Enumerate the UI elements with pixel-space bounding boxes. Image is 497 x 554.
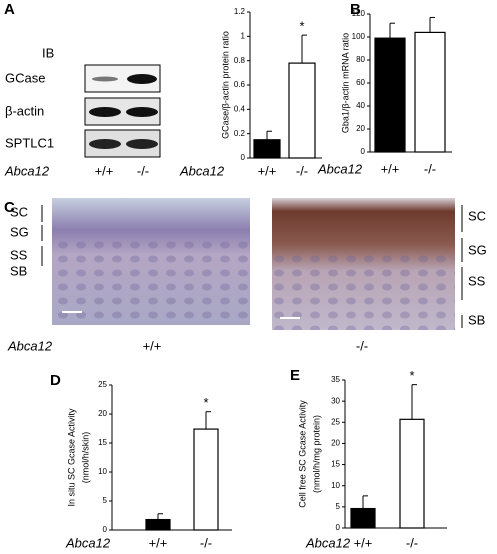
blot-row-label: GCase <box>5 70 45 85</box>
panel-label: D <box>50 372 61 389</box>
y-tick-label: 1.2 <box>234 7 246 16</box>
y-tick-label: 5 <box>103 496 108 505</box>
category-label: +/+ <box>95 163 114 178</box>
layer-label: SG <box>468 242 487 257</box>
bar <box>399 418 425 529</box>
y-tick-label: 0 <box>241 153 246 162</box>
category-label: +/+ <box>258 163 277 178</box>
y-axis-label: (nmol/h/mg protein) <box>311 415 321 493</box>
x-group-label: Abca12 <box>317 161 363 176</box>
y-axis-label: Cell free SC Gcase Activity <box>297 400 307 508</box>
y-tick-label: 15 <box>98 438 107 447</box>
x-group-label: Abca12 <box>305 535 351 550</box>
y-tick-label: 10 <box>331 481 340 490</box>
significance-mark: * <box>299 19 304 34</box>
blot-row-label: SPTLC1 <box>5 135 54 150</box>
y-tick-label: 0.8 <box>234 56 246 65</box>
y-tick-label: 0 <box>336 523 341 532</box>
category-label: -/- <box>356 338 368 353</box>
y-tick-label: 30 <box>331 396 340 405</box>
y-tick-label: 80 <box>356 55 365 64</box>
y-tick-label: 0.4 <box>234 104 246 113</box>
y-tick-label: 40 <box>356 101 365 110</box>
category-label: +/+ <box>354 535 373 550</box>
y-tick-label: 0.6 <box>234 80 246 89</box>
x-group-label: Abca12 <box>4 163 50 178</box>
blot-image <box>84 64 161 158</box>
panel-label: E <box>290 367 300 384</box>
bar <box>374 37 406 153</box>
y-tick-label: 20 <box>331 439 340 448</box>
y-tick-label: 35 <box>331 375 340 384</box>
y-tick-label: 120 <box>352 9 366 18</box>
histology-texture <box>272 255 455 330</box>
blot-row-label: β-actin <box>5 103 44 118</box>
panel-label: B <box>350 1 361 18</box>
y-tick-label: 0 <box>361 147 366 156</box>
y-tick-label: 25 <box>331 417 340 426</box>
category-label: +/+ <box>143 338 162 353</box>
layer-label: SC <box>468 208 486 223</box>
category-label: -/- <box>424 161 436 176</box>
category-label: -/- <box>200 535 212 550</box>
y-tick-label: 0 <box>103 525 108 534</box>
y-tick-label: 1 <box>241 31 246 40</box>
layer-label: SS <box>468 273 486 288</box>
significance-mark: * <box>409 368 414 383</box>
bar <box>253 139 281 159</box>
layer-brackets <box>41 205 463 328</box>
layer-label: SS <box>10 247 28 262</box>
layer-label: SB <box>468 312 485 327</box>
layer-label: SG <box>10 224 29 239</box>
y-tick-label: 10 <box>98 467 107 476</box>
layer-label: SC <box>10 204 28 219</box>
bar <box>350 507 376 529</box>
bar <box>288 62 316 159</box>
y-axis-label: In situ SC Gcase Activity <box>66 408 76 507</box>
category-label: -/- <box>137 163 149 178</box>
bar <box>193 428 219 531</box>
bar <box>145 518 171 531</box>
panel-label: A <box>4 1 15 18</box>
x-group-label: Abca12 <box>179 163 225 178</box>
x-group-label: Abca12 <box>65 535 111 550</box>
category-label: -/- <box>296 163 308 178</box>
y-tick-label: 5 <box>336 502 341 511</box>
y-tick-label: 20 <box>98 409 107 418</box>
layer-label: SB <box>10 263 27 278</box>
y-axis-label: (nmol/h/skin) <box>80 432 90 484</box>
category-label: +/+ <box>381 161 400 176</box>
y-tick-label: 15 <box>331 460 340 469</box>
histology-texture <box>52 240 250 325</box>
panel-label: C <box>4 199 15 216</box>
y-axis-label: GCase/β-actin protein ratio <box>220 31 230 139</box>
y-axis-label: Gba1/β-actin mRNA ratio <box>340 33 350 133</box>
x-group-label: Abca12 <box>7 338 53 353</box>
category-label: +/+ <box>149 535 168 550</box>
y-tick-label: 60 <box>356 78 365 87</box>
category-label: -/- <box>406 535 418 550</box>
y-tick-label: 20 <box>356 124 365 133</box>
y-tick-label: 25 <box>98 380 107 389</box>
blot-header: IB <box>42 45 54 60</box>
bar <box>414 31 446 153</box>
significance-mark: * <box>203 395 208 410</box>
y-tick-label: 0.2 <box>234 129 246 138</box>
y-tick-label: 100 <box>352 32 366 41</box>
